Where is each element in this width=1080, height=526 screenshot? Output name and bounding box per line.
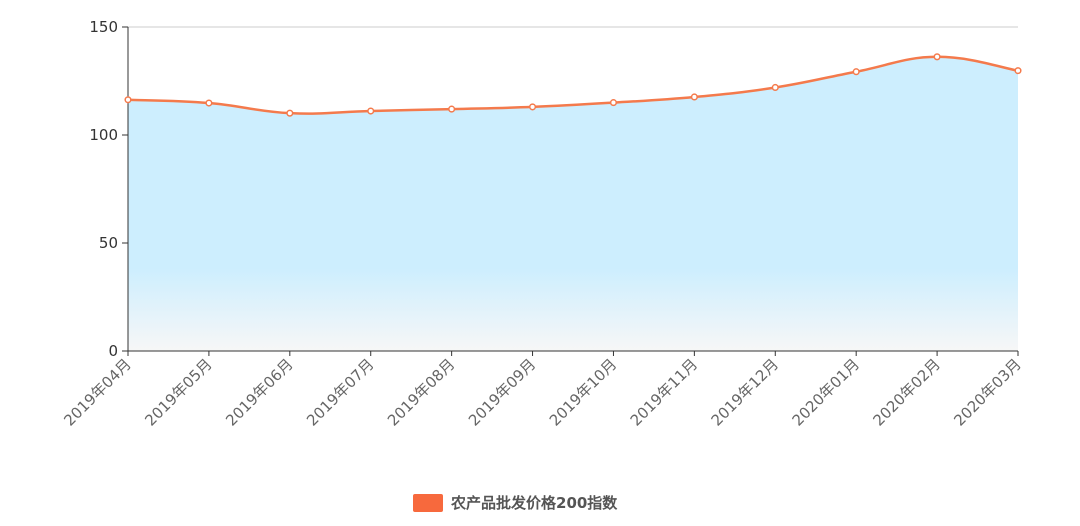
data-point[interactable]: [367, 107, 375, 115]
data-point[interactable]: [528, 103, 537, 111]
y-tick-label: 0: [108, 342, 118, 360]
y-tick-label: 50: [99, 234, 118, 252]
x-tick-label: 2019年10月: [546, 355, 620, 429]
data-point[interactable]: [690, 93, 698, 101]
series-area: [128, 56, 1018, 352]
y-tick-label: 100: [89, 126, 118, 144]
area-fill-layer: [128, 56, 1018, 352]
legend-swatch[interactable]: [413, 494, 443, 512]
x-tick-label: 2019年12月: [708, 355, 782, 429]
data-point[interactable]: [448, 105, 456, 113]
x-tick-label: 2019年08月: [384, 355, 458, 429]
x-tick-label: 2019年04月: [60, 355, 134, 429]
data-point[interactable]: [286, 109, 294, 117]
series-line: [127, 55, 1019, 115]
x-tick-label: 2019年07月: [303, 355, 377, 429]
data-point[interactable]: [124, 96, 132, 104]
series-line-layer: [127, 55, 1019, 115]
data-point[interactable]: [609, 99, 618, 107]
x-tick-label: 2020年01月: [789, 355, 863, 429]
y-tick-label: 150: [89, 18, 118, 36]
x-tick-label: 2019年06月: [222, 355, 296, 429]
legend[interactable]: 农产品批发价格200指数: [413, 494, 618, 512]
x-tick-label: 2020年02月: [869, 355, 943, 429]
data-point[interactable]: [205, 99, 213, 107]
data-point[interactable]: [771, 83, 779, 92]
x-tick-label: 2019年09月: [465, 355, 539, 429]
data-point[interactable]: [933, 53, 941, 61]
legend-label[interactable]: 农产品批发价格200指数: [450, 494, 618, 512]
x-tick-label: 2019年11月: [627, 355, 701, 429]
data-point[interactable]: [1014, 67, 1022, 75]
data-point[interactable]: [852, 68, 860, 76]
x-tick-label: 2020年03月: [950, 355, 1024, 429]
data-points: [124, 53, 1022, 117]
x-tick-label: 2019年05月: [141, 355, 215, 429]
